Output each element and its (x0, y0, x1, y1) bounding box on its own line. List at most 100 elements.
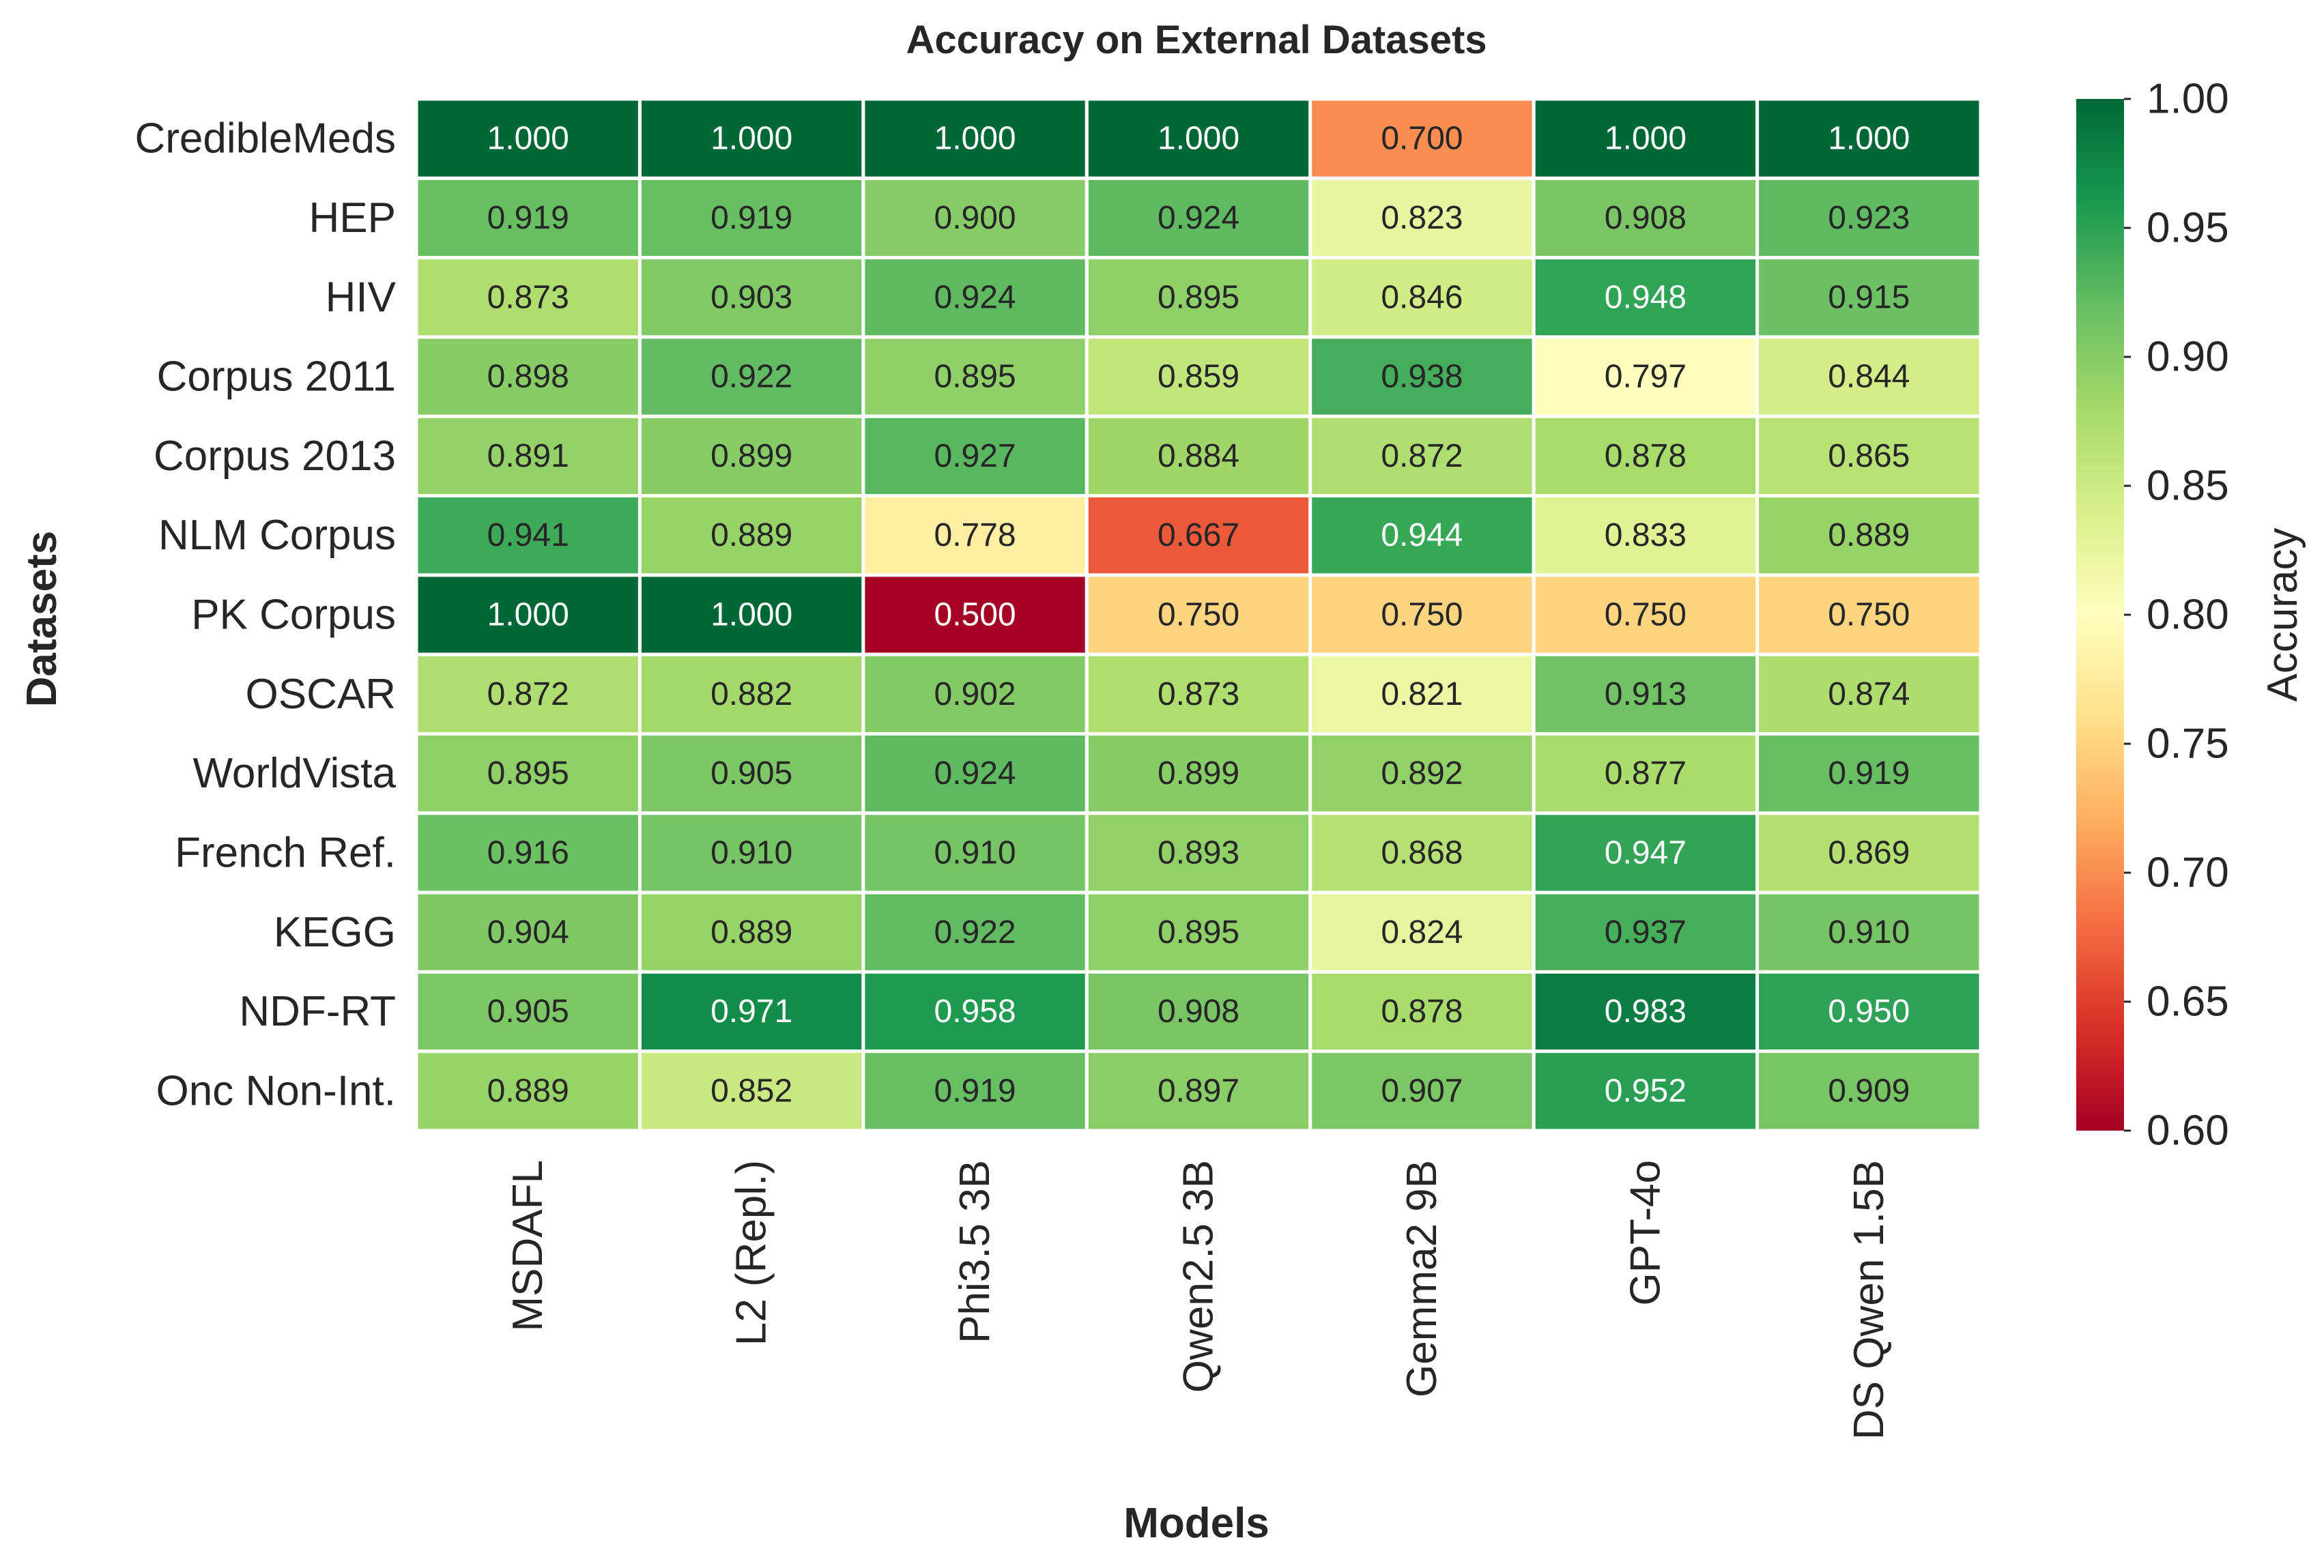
cell-value-label: 0.919 (934, 1073, 1016, 1109)
y-tick-label: Corpus 2013 (154, 433, 396, 480)
heatmap-cell (1532, 256, 1760, 339)
cell-value-label: 1.000 (711, 597, 792, 633)
colorbar-tick-label: 0.65 (2147, 978, 2229, 1026)
heatmap-cell (861, 414, 1089, 498)
heatmap-cell (1308, 573, 1536, 656)
cell-value-label: 0.898 (487, 359, 569, 395)
y-tick-label: HEP (309, 194, 396, 242)
colorbar-tick-label: 0.85 (2147, 463, 2229, 510)
cell-value-label: 0.823 (1381, 200, 1463, 236)
heatmap-cell (637, 652, 865, 736)
cell-value-label: 0.852 (711, 1073, 792, 1109)
chart-title: Accuracy on External Datasets (906, 18, 1487, 62)
cell-value-label: 0.919 (1828, 755, 1910, 792)
heatmap-cell (861, 1049, 1089, 1133)
cell-value-label: 0.889 (711, 517, 792, 553)
cell-value-label: 0.938 (1381, 359, 1463, 395)
cell-value-label: 0.778 (934, 517, 1016, 553)
cell-value-label: 0.859 (1158, 359, 1239, 395)
y-tick-label: HIV (326, 274, 397, 321)
colorbar-tick-label: 0.70 (2147, 850, 2229, 897)
heatmap-cell (1308, 1049, 1536, 1133)
cell-value-label: 0.878 (1605, 438, 1687, 474)
cell-value-label: 0.872 (1381, 438, 1463, 474)
y-tick-label: OSCAR (246, 671, 396, 718)
cell-value-label: 1.000 (487, 597, 569, 633)
x-tick-label: Phi3.5 3B (951, 1160, 999, 1344)
cell-value-label: 0.924 (934, 755, 1016, 792)
x-tick-label: Gemma2 9B (1398, 1160, 1446, 1397)
heatmap-cell (1308, 731, 1536, 815)
cell-value-label: 0.924 (1158, 200, 1239, 236)
heatmap-cell (1308, 176, 1536, 260)
heatmap-cell (414, 970, 642, 1054)
y-tick-label: WorldVista (193, 750, 397, 797)
cell-value-label: 0.869 (1828, 834, 1910, 871)
cell-value-label: 0.878 (1381, 993, 1463, 1030)
heatmap-cell (861, 176, 1089, 260)
heatmap-cell (1085, 811, 1312, 895)
heatmap-cell (1755, 573, 1983, 656)
cell-value-label: 0.899 (1158, 755, 1239, 792)
x-tick-label: Qwen2.5 3B (1175, 1160, 1222, 1393)
cell-value-label: 0.700 (1381, 121, 1463, 157)
cell-value-label: 0.958 (934, 993, 1016, 1030)
cell-value-label: 0.947 (1605, 834, 1687, 871)
heatmap-cell (637, 335, 865, 418)
heatmap-cell (1308, 811, 1536, 895)
heatmap-cell (1755, 494, 1983, 577)
heatmap-cell (861, 256, 1089, 339)
y-tick-labels: CredibleMeds HEP HIV Corpus 2011 Corpus 2013… (134, 115, 396, 1115)
colorbar-tick-label: 0.75 (2147, 721, 2229, 768)
cell-value-label: 0.922 (711, 359, 792, 395)
colorbar-tick-label: 0.90 (2147, 334, 2229, 381)
y-tick-label: French Ref. (175, 829, 396, 876)
cell-value-label: 0.950 (1828, 993, 1910, 1030)
cell-value-label: 0.821 (1381, 676, 1463, 712)
heatmap-cell (861, 811, 1089, 895)
cell-value-label: 0.909 (1828, 1073, 1910, 1109)
heatmap-cell (637, 97, 865, 180)
heatmap-cell (414, 1049, 642, 1133)
cell-value-label: 0.915 (1828, 279, 1910, 315)
heatmap-cell (1085, 256, 1312, 339)
cell-value-label: 0.927 (934, 438, 1016, 474)
cell-value-label: 0.908 (1158, 993, 1239, 1030)
heatmap-cell (861, 573, 1089, 656)
cell-value-label: 0.916 (487, 834, 569, 871)
heatmap-cell (1755, 176, 1983, 260)
heatmap-cell (414, 652, 642, 736)
heatmap-cell (861, 731, 1089, 815)
y-axis-label: Datasets (18, 531, 66, 707)
y-tick-label: CredibleMeds (134, 115, 396, 162)
cell-value-label: 0.895 (934, 359, 1016, 395)
cell-value-label: 0.895 (487, 755, 569, 792)
cell-value-label: 0.919 (711, 200, 792, 236)
cell-value-label: 0.907 (1381, 1073, 1463, 1109)
cell-value-label: 0.873 (487, 279, 569, 315)
heatmap-cell (1755, 890, 1983, 974)
cell-value-label: 0.893 (1158, 834, 1239, 871)
cell-value-label: 0.941 (487, 517, 569, 553)
heatmap-cell (637, 256, 865, 339)
heatmap-cell (414, 176, 642, 260)
heatmap-cell (1532, 652, 1760, 736)
cell-value-label: 0.874 (1828, 676, 1910, 712)
cell-value-label: 0.865 (1828, 438, 1910, 474)
y-tick-label: Corpus 2011 (157, 353, 396, 401)
x-tick-label: MSDAFL (504, 1160, 551, 1331)
colorbar-tick-label: 0.95 (2147, 205, 2229, 252)
heatmap-cell (1085, 573, 1312, 656)
cell-value-label: 0.903 (711, 279, 792, 315)
heatmap-cell (414, 494, 642, 577)
heatmap-cell (1308, 890, 1536, 974)
cell-value-label: 1.000 (1605, 121, 1687, 157)
cell-value-label: 0.910 (934, 834, 1016, 871)
heatmap-cell (1085, 890, 1312, 974)
cell-value-label: 0.884 (1158, 438, 1239, 474)
heatmap-cell (414, 811, 642, 895)
cell-value-label: 0.919 (487, 200, 569, 236)
cell-value-label: 1.000 (934, 121, 1016, 157)
cell-value-label: 0.910 (1828, 914, 1910, 950)
